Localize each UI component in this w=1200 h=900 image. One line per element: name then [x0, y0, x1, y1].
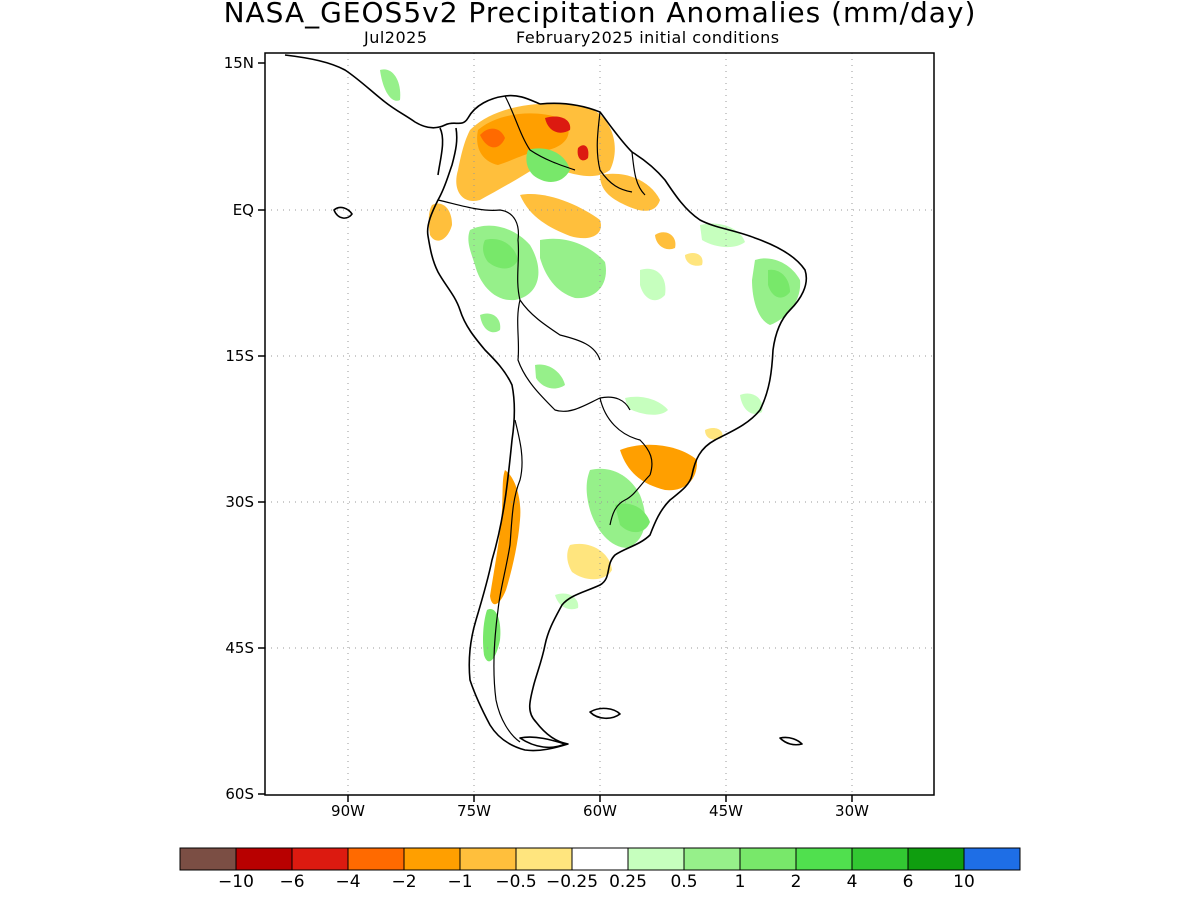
- anomaly-dry-parana: [620, 444, 698, 491]
- anomaly-wet-south-brazil: [740, 393, 763, 415]
- colorbar-label-3: −4: [335, 872, 361, 892]
- border-suriname: [631, 151, 646, 196]
- colorbar-label-7: −0.25: [545, 872, 599, 892]
- colorbar-label-8: 0.25: [609, 872, 647, 892]
- anomaly-wet-peru: [480, 313, 501, 333]
- colorbar-label-2: −6: [279, 872, 305, 892]
- coastline-south-georgia: [779, 736, 803, 746]
- anomaly-weak-dry-central: [685, 253, 703, 266]
- colorbar-label-5: −1: [447, 872, 473, 892]
- coastline-galapagos: [333, 206, 353, 219]
- anomaly-strong-dry-colombia: [480, 128, 505, 148]
- anomaly-wet-amazon-central: [540, 238, 606, 299]
- anomaly-dry-amapa: [655, 232, 676, 250]
- coastline-tierra-del-fuego: [519, 736, 566, 749]
- lat-label-45s: 45S: [225, 639, 254, 657]
- anomaly-dry-ecuador: [428, 203, 452, 241]
- colorbar: [179, 847, 1021, 871]
- initial-conditions: February2025 initial conditions: [516, 28, 780, 47]
- anomaly-wet-amazon-west-core: [483, 239, 518, 269]
- lon-label-30w: 30W: [835, 802, 869, 820]
- coastline-south-america: [426, 102, 808, 752]
- anomaly-wet-bolivia: [535, 364, 565, 389]
- colorbar-swatch-4: [347, 847, 405, 871]
- border-paraguay: [599, 397, 653, 476]
- lon-label-90w: 90W: [331, 802, 365, 820]
- anomaly-strong-dry-venezuela: [545, 116, 571, 133]
- colorbar-swatch-10: [683, 847, 741, 871]
- anomaly-wet-pantanal: [625, 396, 668, 415]
- colorbar-label-10: 1: [734, 872, 746, 892]
- coastline-caribbean-north: [437, 127, 444, 176]
- anomaly-wet-central-brazil: [640, 268, 666, 301]
- colorbar-swatch-9: [627, 847, 685, 871]
- border-chile-argentina: [493, 419, 523, 743]
- border-peru-brazil: [517, 239, 601, 361]
- colorbar-swatch-7: [515, 847, 573, 871]
- coastline-falklands: [589, 707, 621, 720]
- colorbar-label-12: 4: [846, 872, 858, 892]
- anomaly-shading: [380, 69, 801, 662]
- valid-month: Jul2025: [364, 28, 428, 47]
- colorbar-label-11: 2: [790, 872, 802, 892]
- border-argentina-brazil: [609, 474, 651, 526]
- border-colombia-peru: [437, 199, 520, 241]
- colorbar-swatch-1: [179, 847, 237, 871]
- anomaly-wet-panama: [380, 69, 401, 101]
- colorbar-swatch-2: [235, 847, 293, 871]
- border-guyana: [596, 111, 633, 193]
- colorbar-swatch-13: [851, 847, 909, 871]
- lat-label-30s: 30S: [225, 493, 254, 511]
- anomaly-wet-northeast-brazil-core: [768, 269, 790, 298]
- anomaly-wet-amapa: [700, 223, 745, 248]
- anomaly-wet-southern-chile: [483, 609, 501, 662]
- map-title: NASA_GEOS5v2 Precipitation Anomalies (mm…: [223, 0, 977, 29]
- lon-label-45w: 45W: [709, 802, 743, 820]
- anomaly-dry-amazon-band: [520, 194, 601, 239]
- colorbar-swatch-11: [739, 847, 797, 871]
- colorbar-label-4: −2: [391, 872, 417, 892]
- border-colombia-venezuela: [504, 95, 576, 171]
- coastlines: [284, 54, 808, 752]
- lat-label-60s: 60S: [225, 785, 254, 803]
- lon-label-60w: 60W: [583, 802, 617, 820]
- anomaly-weak-dry-east-brazil: [705, 427, 723, 440]
- colorbar-label-9: 0.5: [670, 872, 698, 892]
- colorbar-swatch-3: [291, 847, 349, 871]
- colorbar-label-14: 10: [953, 872, 975, 892]
- colorbar-swatch-5: [403, 847, 461, 871]
- colorbar-label-6: −0.5: [495, 872, 537, 892]
- anomaly-wet-orinoco: [526, 148, 570, 182]
- anomaly-weak-dry-patagonia: [567, 543, 612, 580]
- colorbar-label-13: 6: [902, 872, 914, 892]
- colorbar-swatch-15: [963, 847, 1021, 871]
- anomaly-wet-uruguay: [615, 503, 650, 533]
- lat-label-15s: 15S: [225, 347, 254, 365]
- coastline-central-america: [284, 54, 541, 129]
- tick-marks: [258, 62, 853, 802]
- colorbar-label-1: −10: [218, 872, 254, 892]
- anomaly-dry-andes-south: [490, 470, 521, 605]
- lat-label-15n: 15N: [223, 54, 254, 72]
- lon-label-75w: 75W: [457, 802, 491, 820]
- border-bolivia: [517, 299, 631, 412]
- graticule: [265, 53, 934, 795]
- colorbar-swatch-14: [907, 847, 965, 871]
- colorbar-swatch-12: [795, 847, 853, 871]
- lat-label-eq: EQ: [232, 201, 254, 219]
- colorbar-swatch-8: [571, 847, 629, 871]
- anomaly-dry-guiana: [600, 173, 660, 211]
- country-borders: [437, 95, 653, 743]
- anomaly-strong-dry-guyana: [577, 145, 589, 161]
- anomaly-dry-colombia-core: [477, 113, 569, 165]
- colorbar-swatch-6: [459, 847, 517, 871]
